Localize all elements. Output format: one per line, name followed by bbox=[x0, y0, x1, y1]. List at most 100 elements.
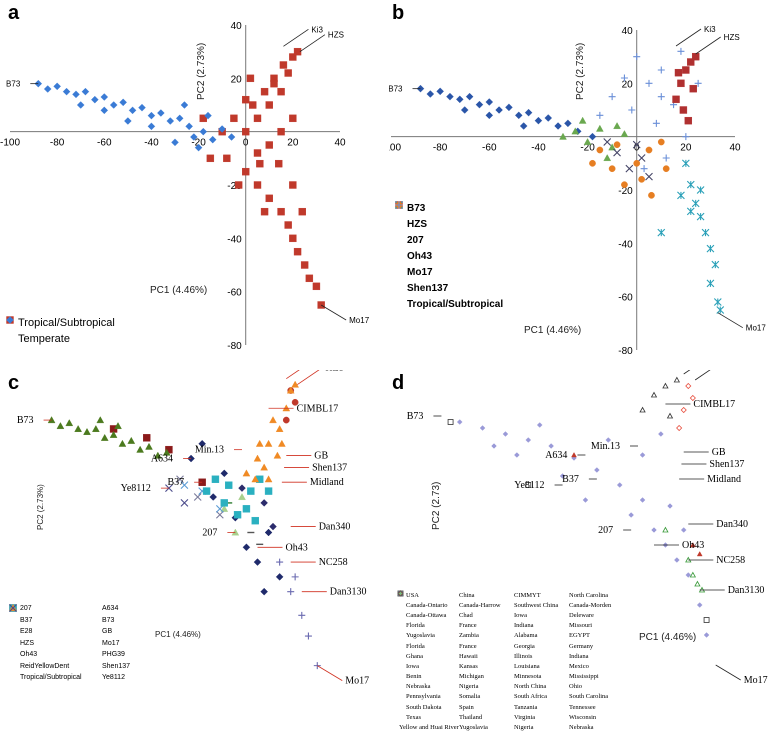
data-point bbox=[265, 141, 273, 149]
data-point bbox=[215, 510, 224, 519]
legend-item: Tropical/Subtropical bbox=[5, 315, 115, 331]
data-point bbox=[298, 207, 306, 216]
data-point bbox=[127, 436, 136, 444]
legend: B73 HZS 207 Oh43 Mo17 Shen137 Tropical/Subtrop… bbox=[394, 200, 503, 312]
legend-item: Wisconsin bbox=[398, 592, 615, 722]
plot-d: B73Ki3HZSCIMBL17Min.13GBShen137MidlandA6… bbox=[407, 370, 768, 686]
legend-item: Illinois bbox=[398, 591, 560, 661]
data-point bbox=[260, 87, 269, 96]
data-point bbox=[118, 439, 127, 447]
data-point bbox=[596, 146, 604, 154]
series-tropical-subtropical bbox=[596, 47, 702, 173]
legend-item: Tanzania bbox=[397, 590, 560, 712]
data-point bbox=[287, 588, 295, 596]
data-point bbox=[690, 542, 696, 548]
data-point bbox=[242, 167, 250, 176]
y-tick-label: 20 bbox=[622, 79, 634, 90]
y-axis-label: PC2 (2.73) bbox=[431, 481, 442, 530]
data-point bbox=[686, 180, 695, 189]
legend-label: Shen137 bbox=[407, 282, 449, 294]
plot-c: B73Ki3HZSCIMBL17Min.13GBShen137MidlandA6… bbox=[17, 370, 369, 687]
data-point bbox=[662, 165, 670, 173]
data-point bbox=[147, 111, 156, 120]
x-tick-label: 40 bbox=[729, 143, 741, 154]
annotation-label: B37 bbox=[562, 474, 579, 485]
legend-label: Minnesota bbox=[514, 673, 542, 681]
legend-label: South Africa bbox=[514, 693, 548, 701]
annotation-label: Ye8112 bbox=[121, 483, 151, 494]
data-point bbox=[505, 103, 513, 112]
series-tropical-subtropical bbox=[199, 47, 325, 309]
annotation-label: HZS bbox=[724, 33, 740, 42]
data-point bbox=[578, 116, 587, 124]
data-point bbox=[548, 443, 554, 449]
legend-label: Canada-Ontario bbox=[406, 601, 448, 609]
legend-item: China bbox=[397, 590, 505, 600]
annotation-label: Oh43 bbox=[286, 542, 308, 553]
data-point bbox=[277, 127, 285, 136]
data-point bbox=[596, 111, 604, 119]
y-axis-label: PC2 (2.73%) bbox=[196, 42, 207, 100]
y-tick-label: -20 bbox=[618, 186, 633, 197]
annotation-leader bbox=[286, 370, 300, 379]
data-point bbox=[544, 114, 553, 122]
data-point bbox=[185, 122, 193, 131]
data-point bbox=[711, 260, 720, 269]
x-axis-label: PC1 (4.46%) bbox=[155, 630, 201, 639]
legend-label: 207 bbox=[407, 234, 424, 246]
legend-label: Ohio bbox=[569, 683, 582, 691]
x-tick-label: -100 bbox=[0, 138, 20, 149]
legend-item: Canada-Ottawa bbox=[397, 591, 450, 620]
annotation-label: Mo17 bbox=[746, 324, 767, 333]
data-point bbox=[594, 467, 600, 473]
legend-item: Indiana bbox=[398, 591, 560, 631]
data-point bbox=[662, 154, 670, 162]
annotation-label: A634 bbox=[545, 450, 567, 461]
data-point bbox=[304, 632, 312, 640]
legend-item: Canada-Harrow bbox=[397, 590, 505, 610]
legend-label: Nigeria bbox=[459, 683, 479, 691]
legend-item: HZS bbox=[394, 201, 503, 232]
legend-label: HZS bbox=[407, 218, 427, 230]
legend-item: Zambia bbox=[398, 592, 505, 641]
axes: -100 -80 -60 -40 -20 0 20 40 40 20 -20 -40 -60 -80 bbox=[389, 26, 741, 357]
data-point bbox=[220, 499, 228, 507]
data-point bbox=[589, 159, 596, 167]
data-point bbox=[180, 101, 189, 109]
y-tick-label: -40 bbox=[618, 239, 633, 250]
data-point bbox=[559, 473, 566, 479]
data-point bbox=[691, 52, 700, 61]
data-point bbox=[657, 228, 666, 237]
data-point bbox=[208, 135, 217, 144]
data-point bbox=[234, 181, 243, 189]
legend-item: France bbox=[397, 590, 505, 651]
legend-label: Ye8112 bbox=[102, 674, 125, 682]
data-point bbox=[658, 431, 664, 437]
legend: 207 A634 B37 B73 E28 GB HZS Mo17 Oh43 PHG39 ReidYe… bbox=[8, 603, 172, 684]
data-point bbox=[603, 138, 612, 146]
data-point bbox=[242, 469, 251, 477]
annotation-label: Mo17 bbox=[349, 316, 370, 325]
data-point bbox=[275, 573, 284, 581]
legend-label: Illinois bbox=[514, 652, 533, 660]
data-point bbox=[639, 497, 646, 503]
data-point bbox=[242, 95, 250, 104]
data-point bbox=[456, 95, 464, 104]
legend-label: Mo17 bbox=[102, 639, 120, 647]
data-point bbox=[682, 66, 690, 74]
data-point bbox=[485, 111, 494, 120]
legend-item: Ye8112 bbox=[9, 604, 172, 684]
data-point bbox=[165, 484, 173, 493]
x-tick-label: -20 bbox=[191, 138, 206, 149]
annotation-label: B73 bbox=[389, 85, 403, 94]
data-point bbox=[276, 558, 284, 566]
annotation-label: B73 bbox=[6, 80, 21, 89]
annotation-label: 207 bbox=[202, 528, 217, 539]
data-point bbox=[685, 382, 692, 390]
data-point bbox=[662, 526, 669, 533]
data-point bbox=[446, 92, 454, 101]
x-tick-label: -80 bbox=[433, 143, 448, 154]
data-point bbox=[238, 484, 246, 492]
data-point bbox=[202, 487, 211, 495]
